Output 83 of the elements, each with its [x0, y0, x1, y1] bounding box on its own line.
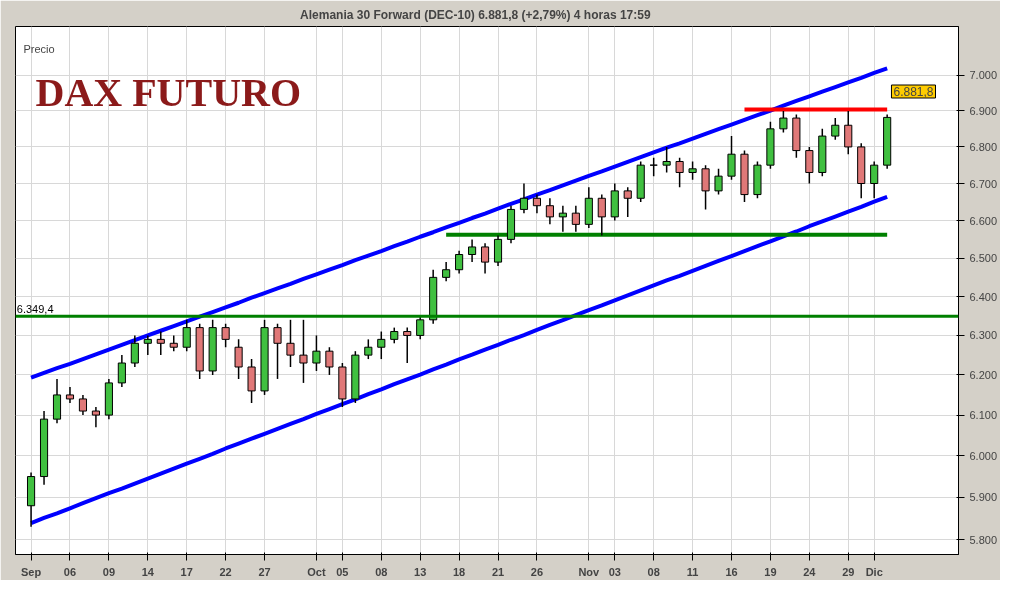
x-tick-label: 11	[686, 565, 699, 578]
candlestick	[558, 204, 567, 233]
y-axis-title: Precio	[23, 42, 55, 55]
x-tick-label: 09	[102, 565, 116, 578]
candlestick	[182, 319, 191, 352]
x-tick-label: Dic	[865, 565, 883, 578]
x-tick-label: 29	[842, 565, 855, 578]
x-tick-label: 05	[336, 565, 349, 578]
y-tick-label: 7.000	[969, 69, 998, 82]
candlestick	[91, 406, 100, 428]
y-tick-label: 5.800	[969, 533, 998, 546]
x-tick-label: Oct	[307, 565, 326, 578]
x-tick-label: 27	[258, 565, 271, 578]
x-tick-label: 17	[180, 565, 193, 578]
candlestick	[156, 330, 165, 356]
candlestick	[623, 186, 632, 218]
candlestick	[779, 110, 788, 134]
x-tick-label: 13	[414, 565, 427, 578]
y-tick-label: 5.900	[969, 491, 998, 504]
y-tick-label: 6.500	[969, 252, 998, 265]
annotation: 6.881,8	[893, 85, 934, 99]
candlestick	[455, 249, 464, 275]
x-tick-label: 22	[219, 565, 232, 578]
candlestick	[532, 193, 542, 214]
candlestick	[364, 338, 373, 360]
x-tick-label: 08	[375, 565, 388, 578]
candlestick	[688, 160, 697, 181]
x-tick-label: 21	[491, 565, 505, 578]
x-tick-label: 14	[141, 565, 155, 578]
candlestick	[221, 322, 230, 348]
annotation: DAX FUTURO	[35, 69, 302, 115]
x-tick-label: 18	[452, 565, 466, 578]
candlestick	[597, 193, 606, 237]
candlestick	[727, 135, 736, 181]
candlestick	[247, 358, 256, 404]
y-tick-label: 6.600	[969, 214, 998, 227]
x-tick-label: Nov	[578, 565, 601, 578]
candlestick	[273, 322, 282, 380]
y-tick-label: 6.800	[969, 140, 998, 153]
candlestick	[675, 157, 684, 188]
candlestick	[714, 168, 723, 196]
candlestick	[403, 326, 412, 364]
y-tick-label: 6.100	[969, 409, 998, 422]
candlestick	[662, 146, 671, 174]
candlestick	[377, 330, 386, 360]
x-tick-label: 08	[647, 565, 660, 578]
ref-line-label: 6.349,4	[16, 303, 54, 316]
candlestick	[701, 164, 710, 211]
x-tick-label: 03	[608, 565, 621, 578]
candlestick	[143, 334, 152, 356]
candlestick	[649, 157, 658, 177]
candlestick	[519, 182, 529, 214]
chart-title: Alemania 30 Forward (DEC-10) 6.881,8 (+2,79%) 4 horas 17:59	[300, 7, 651, 22]
candlestick	[325, 346, 334, 376]
candlestick	[442, 261, 451, 282]
candlestick	[870, 160, 879, 200]
candlestick	[130, 334, 139, 368]
y-tick-label: 6.000	[969, 449, 998, 462]
x-tick-label: 06	[63, 565, 77, 578]
x-tick-label: 24	[803, 565, 817, 578]
y-tick-label: 6.400	[969, 290, 998, 303]
y-tick-label: 6.300	[969, 329, 998, 342]
candlestick	[78, 394, 88, 416]
candlestick	[286, 319, 295, 368]
candlestick	[805, 146, 814, 185]
candlestick	[312, 334, 321, 372]
y-tick-label: 6.700	[969, 177, 998, 190]
x-tick-label: 16	[725, 565, 738, 578]
candlestick	[545, 197, 554, 226]
candlestick	[117, 354, 126, 388]
candlestick	[480, 242, 490, 275]
candlestick	[844, 110, 853, 155]
y-tick-label: 6.200	[969, 368, 998, 381]
x-tick-label: 26	[530, 565, 544, 578]
candlestick	[831, 117, 840, 141]
candlestick	[571, 204, 580, 233]
candlestick	[234, 338, 243, 380]
candlestick	[493, 234, 503, 267]
candlestick	[468, 238, 477, 263]
candlestick	[299, 319, 308, 384]
x-tick-label: 19	[764, 565, 777, 578]
y-tick-label: 6.900	[969, 104, 998, 117]
x-tick-label: Sep	[20, 565, 42, 578]
